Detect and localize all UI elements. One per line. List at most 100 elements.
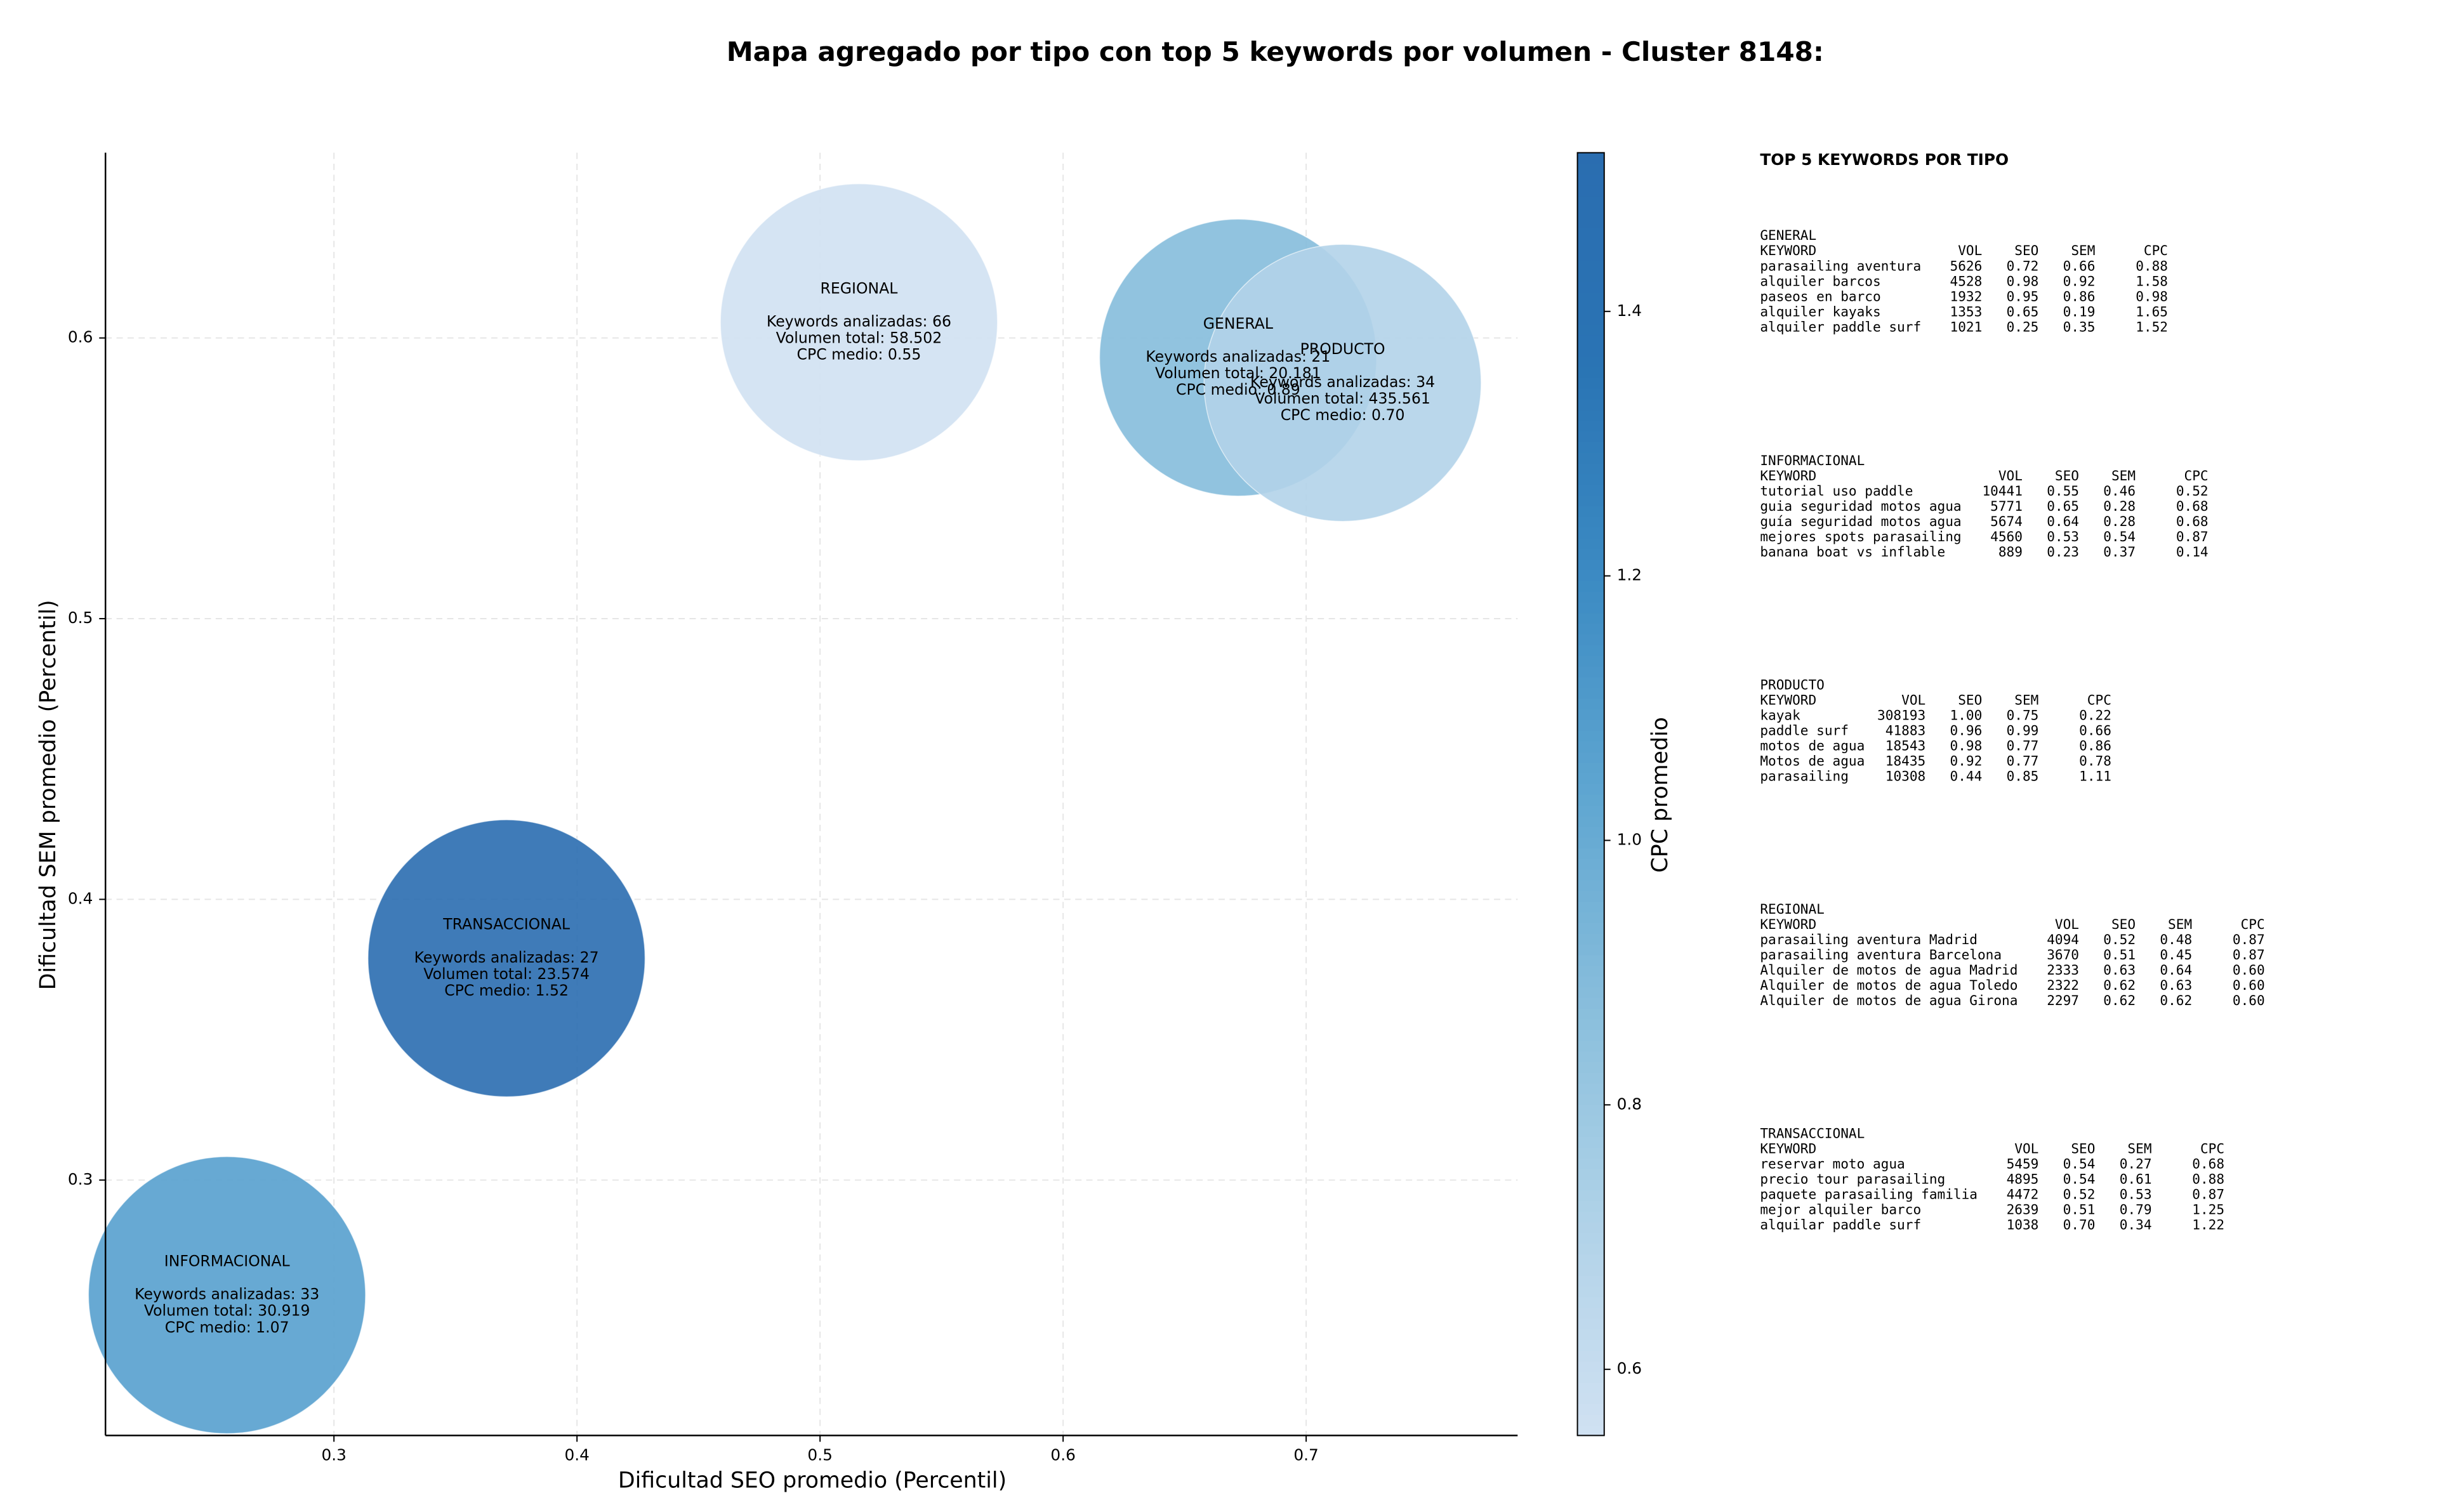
table-cell: Alquiler de motos de agua Girona	[1760, 992, 2018, 1008]
colorbar-segment	[1577, 558, 1604, 570]
section-name: REGIONAL	[1760, 901, 1825, 917]
colorbar-segment	[1577, 1243, 1604, 1255]
table-cell: 1.52	[2136, 319, 2168, 335]
table-cell: paseos en barco	[1760, 288, 1880, 304]
table-cell: 0.28	[2103, 498, 2136, 514]
colorbar-segment	[1577, 227, 1604, 239]
colorbar-segment	[1577, 794, 1604, 806]
table-cell: mejor alquiler barco	[1760, 1202, 1921, 1218]
table-cell: 0.98	[2136, 288, 2168, 304]
colorbar-segment	[1577, 1392, 1604, 1405]
table-cell: 1.00	[1950, 707, 1983, 723]
colorbar-segment	[1577, 997, 1604, 1009]
panel-title: TOP 5 KEYWORDS POR TIPO	[1760, 150, 2009, 169]
colorbar: 0.6 0.8 1.0 1.2 1.4	[1576, 152, 1642, 1436]
table-cell: 0.44	[1950, 768, 1983, 784]
table-cell: 0.96	[1950, 723, 1983, 739]
table-cell: 4895	[2007, 1171, 2039, 1187]
colorbar-segment	[1577, 537, 1604, 549]
colorbar-segment	[1577, 772, 1604, 784]
table-cell: 308193	[1877, 707, 1925, 723]
table-cell: 0.25	[2007, 319, 2039, 335]
table-cell: 5771	[1990, 498, 2023, 514]
bubble-annotation: Keywords analizadas: 33	[135, 1285, 319, 1303]
colorbar-segment	[1577, 580, 1604, 592]
colorbar-segment	[1577, 943, 1604, 956]
colorbar-segment	[1577, 249, 1604, 261]
colorbar-segment	[1577, 1147, 1604, 1159]
bubble-annotation: Keywords analizadas: 34	[1250, 373, 1435, 391]
y-tick-label: 0.6	[68, 328, 93, 346]
table-cell: 18543	[1886, 738, 1925, 754]
colorbar-segment	[1577, 890, 1604, 902]
table-cell: Alquiler de motos de agua Madrid	[1760, 962, 2018, 978]
colorbar-segment	[1577, 516, 1604, 528]
column-header: KEYWORD	[1760, 692, 1816, 707]
table-cell: motos de agua	[1760, 738, 1865, 754]
colorbar-segment	[1577, 975, 1604, 988]
table-cell: 0.53	[2047, 529, 2079, 544]
colorbar-segment	[1577, 612, 1604, 624]
colorbar-segment	[1577, 483, 1604, 496]
table-cell: mejores spots parasailing	[1760, 529, 1961, 544]
table-cell: 1.25	[2192, 1202, 2224, 1218]
bubble-annotation: Volumen total: 30.919	[144, 1302, 310, 1320]
bubble-annotation: CPC medio: 0.55	[797, 345, 921, 363]
bubble	[88, 1156, 366, 1435]
bubble	[720, 183, 998, 461]
table-cell: 0.75	[2007, 707, 2039, 723]
table-cell: Alquiler de motos de agua Toledo	[1760, 977, 2018, 993]
colorbar-segment	[1577, 1200, 1604, 1212]
table-cell: 1038	[2007, 1217, 2039, 1233]
colorbar-tick-label: 1.4	[1617, 301, 1642, 320]
section-name: TRANSACCIONAL	[1760, 1125, 1865, 1141]
section-name: PRODUCTO	[1760, 676, 1825, 692]
table-cell: 0.63	[2160, 977, 2192, 993]
colorbar-segment	[1577, 687, 1604, 699]
colorbar-segment	[1577, 869, 1604, 881]
colorbar-segment	[1577, 313, 1604, 325]
column-header: SEM	[2127, 1140, 2151, 1156]
table-cell: guia seguridad motos agua	[1760, 498, 1961, 514]
table-cell: 0.63	[2103, 962, 2136, 978]
column-header: CPC	[2241, 916, 2265, 932]
table-cell: 0.52	[2063, 1187, 2096, 1202]
x-tick-label: 0.5	[807, 1446, 832, 1464]
colorbar-segment	[1577, 965, 1604, 977]
table-cell: 0.95	[2007, 288, 2039, 304]
colorbar-segment	[1577, 1275, 1604, 1287]
colorbar-segment	[1577, 591, 1604, 603]
colorbar-segment	[1577, 291, 1604, 303]
table-cell: parasailing aventura	[1760, 258, 1921, 273]
table-cell: 0.60	[2233, 962, 2265, 978]
bubble-category: TRANSACCIONAL	[442, 916, 570, 933]
colorbar-segment	[1577, 494, 1604, 506]
table-cell: 0.86	[2079, 738, 2111, 754]
colorbar-segment	[1577, 216, 1604, 228]
table-cell: 1.65	[2136, 303, 2168, 319]
table-cell: precio tour parasailing	[1760, 1171, 1945, 1187]
colorbar-segment	[1577, 1168, 1604, 1180]
column-header: SEO	[2111, 916, 2136, 932]
bubble-annotation: Volumen total: 23.574	[423, 965, 590, 983]
bubble-annotation: Volumen total: 20.181	[1155, 364, 1321, 382]
column-header: KEYWORD	[1760, 242, 1816, 258]
table-cell: kayak	[1760, 707, 1800, 723]
table-cell: 0.52	[2176, 483, 2209, 499]
colorbar-segment	[1577, 452, 1604, 464]
table-cell: 4472	[2007, 1187, 2039, 1202]
table-cell: 0.62	[2160, 992, 2192, 1008]
colorbar-segment	[1577, 1211, 1604, 1223]
colorbar-segment	[1577, 270, 1604, 282]
colorbar-segment	[1577, 280, 1604, 293]
colorbar-segment	[1577, 505, 1604, 517]
colorbar-segment	[1577, 473, 1604, 485]
table-cell: 4094	[2047, 931, 2079, 947]
table-cell: 4528	[1950, 273, 1983, 289]
table-cell: 0.88	[2136, 258, 2168, 273]
table-cell: 0.92	[1950, 753, 1983, 769]
colorbar-segment	[1577, 1050, 1604, 1062]
colorbar-segment	[1577, 334, 1604, 346]
